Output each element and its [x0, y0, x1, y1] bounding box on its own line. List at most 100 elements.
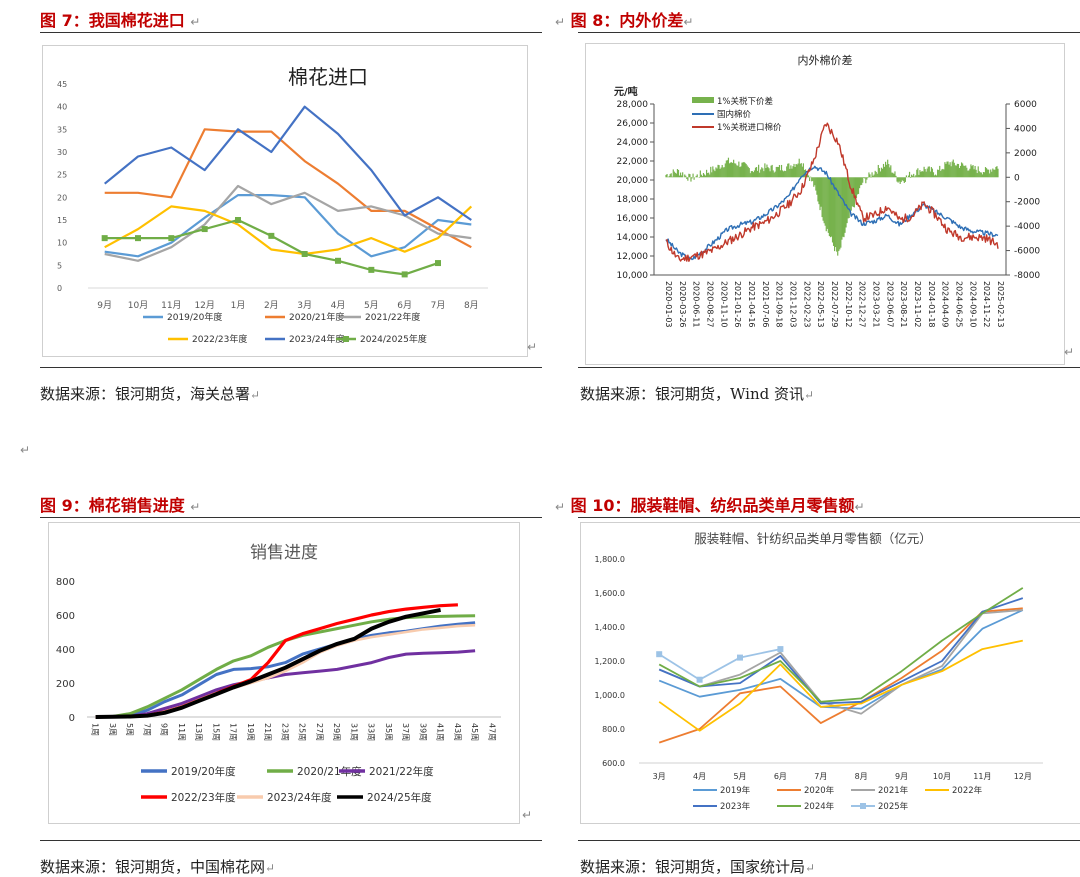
- fig8-legend-swatch: [692, 97, 714, 103]
- fig9-chart-svg: 销售进度 0 200 400 600 800 1周 3周 5周 7周 9周 11周 13周 15周 17周…: [56, 543, 501, 804]
- fig10-x-tick: 4月: [693, 772, 706, 781]
- fig9-x-tick: 7周: [142, 723, 151, 736]
- fig8-x-tick: 2024-09-10: [968, 281, 977, 328]
- fig7-legend-label: 2021/22年度: [365, 311, 420, 323]
- fig8-right-y-tick: 4000: [1014, 124, 1037, 134]
- fig8-left-y-tick: 22,000: [617, 157, 649, 167]
- fig8-x-tick: 2023-03-21: [872, 281, 881, 328]
- fig8-x-tick: 2022-07-29: [830, 281, 839, 328]
- fig7-legend-marker: [343, 336, 349, 342]
- blank-paragraph-mark: ↵: [20, 443, 31, 457]
- fig8-left-unit: 元/吨: [614, 85, 638, 98]
- fig7-y-tick: 0: [57, 284, 62, 293]
- fig9-x-tick: 3周: [108, 723, 117, 736]
- fig10-legend-label: 2022年: [952, 785, 983, 796]
- fig8-x-tick: 2022-02-23: [802, 281, 811, 328]
- fig10-series-line: [658, 597, 1024, 705]
- fig10-legend-label: 2021年: [878, 785, 909, 796]
- fig7-y-tick: 40: [57, 103, 67, 112]
- fig8-x-tick: 2020-08-27: [706, 281, 715, 328]
- fig7-series-marker: [135, 235, 141, 242]
- fig10-series-marker: [777, 646, 784, 653]
- fig7-x-tick: 6月: [397, 300, 412, 311]
- fig9-x-tick: 5周: [125, 723, 134, 736]
- fig7-series-marker: [101, 235, 108, 242]
- fig10-source: 数据来源：银河期货，国家统计局↵: [580, 858, 816, 876]
- fig8-x-tick: 2021-12-03: [789, 281, 798, 328]
- fig10-legend-label: 2019年: [720, 785, 751, 796]
- fig10-series-marker: [737, 654, 743, 661]
- fig7-series-marker: [301, 251, 308, 257]
- fig7-y-tick: 10: [57, 239, 67, 248]
- fig9-y-tick: 0: [69, 713, 75, 724]
- fig8-x-tick: 2021-01-26: [733, 281, 742, 328]
- fig7-legend-label: 2020/21年度: [289, 311, 344, 323]
- fig8-left-y-tick: 10,000: [617, 271, 649, 281]
- fig7-y-tick: 25: [57, 171, 67, 180]
- fig9-x-tick: 37周: [401, 723, 410, 741]
- fig10-legend-label: 2020年: [804, 785, 835, 796]
- fig10-legend-label: 2025年: [878, 801, 909, 812]
- fig7-series-line: [104, 205, 473, 256]
- fig9-legend-label: 2020/21年度: [297, 765, 362, 778]
- fig9-y-tick: 200: [56, 679, 75, 690]
- fig10-x-tick: 6月: [774, 772, 787, 781]
- fig8-left-y-tick: 14,000: [617, 233, 649, 243]
- fig8-x-tick: 2024-01-18: [927, 281, 936, 328]
- fig7-series-marker: [168, 235, 175, 242]
- fig9-y-tick: 400: [56, 645, 75, 656]
- fig7-y-tick: 30: [57, 148, 67, 157]
- fig9-title: 图 9：棉花销售进度 ↵: [40, 496, 201, 515]
- fig9-chart-title: 销售进度: [250, 543, 318, 563]
- fig8-right-y-tick: -6000: [1014, 247, 1040, 257]
- fig9-x-tick: 25周: [298, 723, 307, 741]
- fig8-x-tick: 2020-01-03: [664, 281, 673, 328]
- fig9-source: 数据来源：银河期货，中国棉花网↵: [40, 858, 276, 876]
- fig8-x-tick: 2020-03-26: [678, 281, 687, 328]
- fig8-x-tick: 2021-09-18: [775, 281, 784, 328]
- fig7-x-tick: 5月: [364, 300, 379, 311]
- fig9-x-tick: 21周: [263, 723, 272, 741]
- fig10-chart-title: 服装鞋帽、针纺织品类单月零售额（亿元）: [694, 531, 932, 546]
- fig7-return-mark: ↵: [527, 340, 538, 354]
- fig8-x-tick: 2020-11-10: [719, 281, 728, 328]
- fig10-x-tick: 12月: [1014, 772, 1032, 781]
- fig9-x-tick: 1周: [91, 723, 100, 736]
- fig8-bottom-rule: [578, 367, 1080, 368]
- fig10-x-tick: 5月: [733, 772, 746, 781]
- fig7-series-marker: [201, 226, 208, 233]
- fig10-x-tick: 7月: [814, 772, 827, 781]
- fig9-x-tick: 15周: [211, 723, 220, 741]
- fig10-x-tick: 11月: [973, 772, 991, 781]
- fig9-legend-label: 2021/22年度: [369, 765, 434, 778]
- fig7-series-marker: [401, 271, 408, 278]
- fig9-x-tick: 43周: [453, 723, 462, 741]
- fig7-series-line: [104, 184, 472, 262]
- fig8-left-y-tick: 12,000: [617, 252, 649, 262]
- fig10-y-tick: 1,600.0: [594, 589, 625, 598]
- fig8-right-y-tick: 0: [1014, 173, 1020, 183]
- fig9-return-mark: ↵: [522, 808, 533, 822]
- fig8-x-tick: 2023-11-02: [913, 281, 922, 328]
- fig9-x-tick: 17周: [229, 723, 238, 741]
- fig8-chart: 内外棉价差 元/吨 10,000 12,000 14,000 16,000 18,000…: [585, 43, 1065, 365]
- fig8-x-tick: 2024-11-22: [982, 281, 991, 328]
- fig8-return-mark: ↵: [1064, 345, 1075, 359]
- fig10-series-line: [658, 639, 1023, 732]
- fig7-legend-label: 2024/2025年度: [360, 333, 427, 345]
- fig7-chart: 棉花进口 0 5 10 15 20 25 30 35 40 45 9月 10月 11月 12月 1月 2月 3月…: [42, 45, 528, 357]
- fig8-domestic-line: [665, 165, 999, 261]
- fig9-series-line: [95, 607, 441, 719]
- fig7-series-marker: [268, 232, 275, 239]
- fig10-legend-label: 2023年: [720, 801, 751, 812]
- fig7-chart-title: 棉花进口: [288, 65, 368, 89]
- fig8-imported-line: [665, 122, 999, 262]
- fig9-title-rule: [40, 517, 542, 518]
- fig9-x-tick: 41周: [436, 723, 445, 741]
- fig10-series-marker: [656, 651, 663, 658]
- fig8-title-rule: [578, 32, 1080, 33]
- fig7-series-line: [104, 218, 439, 276]
- fig8-right-y-tick: -4000: [1014, 222, 1040, 232]
- fig8-x-tick: 2022-10-12: [844, 281, 853, 328]
- fig9-legend-label: 2019/20年度: [171, 765, 236, 778]
